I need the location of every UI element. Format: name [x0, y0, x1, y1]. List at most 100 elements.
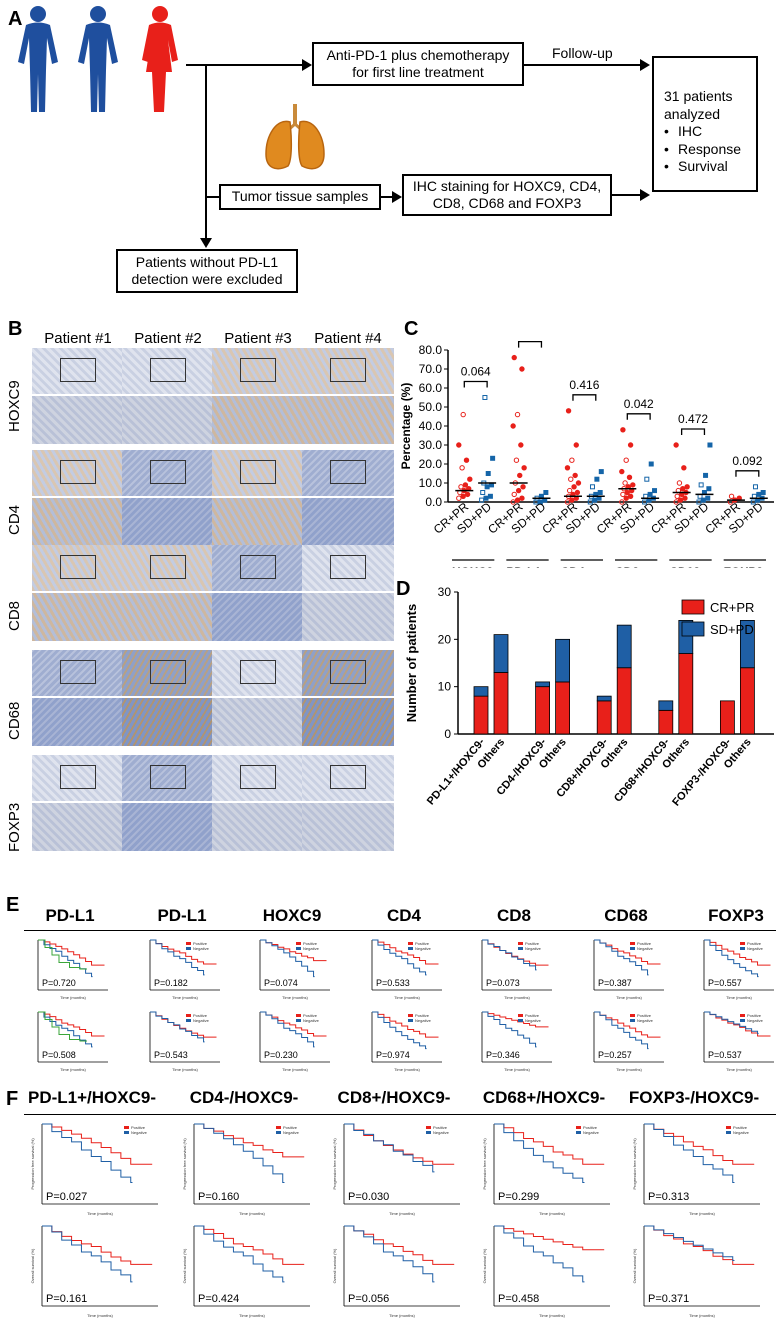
data-point	[519, 495, 525, 501]
km-plot-os: Time (months) P=0.508	[37, 1011, 108, 1072]
ihc-high-magnification-image	[212, 396, 304, 444]
zoom-region-box	[330, 358, 366, 382]
km-legend-label: Negative	[303, 1018, 320, 1023]
bar-cr-pr	[493, 672, 509, 735]
ihc-high-magnification-image	[302, 593, 394, 641]
data-point	[458, 484, 464, 490]
km-legend-swatch	[630, 942, 635, 945]
km-legend-label: Negative	[525, 946, 542, 951]
tissue-box: Tumor tissue samples	[219, 184, 381, 210]
data-point	[463, 457, 470, 463]
bar-cr-pr	[678, 653, 694, 735]
km-legend-label: Positive	[283, 1125, 298, 1130]
data-point	[648, 461, 654, 467]
p-value-label: P=0.458	[498, 1293, 539, 1305]
km-legend-swatch	[740, 1014, 745, 1017]
p-value-label: P=0.313	[648, 1191, 689, 1203]
km-legend-label: Positive	[525, 941, 540, 946]
significance-bracket	[517, 340, 543, 348]
p-value-label: P=0.371	[648, 1293, 689, 1305]
group-label: PD-L1	[506, 565, 541, 568]
km-x-label: Time (months)	[60, 1067, 86, 1072]
km-legend-swatch	[296, 1019, 301, 1022]
data-point	[594, 476, 600, 482]
significance-bracket	[572, 394, 597, 401]
ihc-low-magnification-image	[302, 348, 394, 394]
km-plot-os: Time (months) Overall survival (%) P=0.371	[632, 1225, 760, 1318]
km-survival-curve	[594, 1011, 649, 1050]
p-value-label: P=0.346	[486, 1050, 520, 1060]
ihc-low-magnification-image	[122, 348, 214, 394]
data-point	[698, 482, 704, 488]
km-survival-curve	[150, 1011, 205, 1043]
km-legend-label: Negative	[747, 1018, 764, 1023]
bar-sd-pd	[493, 634, 509, 673]
data-point	[652, 488, 658, 494]
km-legend-swatch	[408, 1014, 413, 1017]
km-legend-swatch	[408, 1019, 413, 1022]
km-survival-curve	[38, 939, 87, 970]
km-legend-swatch	[518, 947, 523, 950]
km-y-label: Progression free survival (%)	[182, 1138, 187, 1190]
p-value-label: P=0.257	[598, 1050, 632, 1060]
km-legend-label: Positive	[747, 1013, 762, 1018]
arrow-to-ihc	[392, 191, 402, 203]
km-survival-curve	[372, 939, 439, 965]
km-x-label: Time (months)	[726, 1067, 752, 1072]
km-survival-curve	[644, 1225, 735, 1262]
km-legend-swatch	[740, 942, 745, 945]
data-point	[680, 486, 686, 492]
zoom-region-box	[330, 555, 366, 579]
data-point	[644, 476, 650, 482]
zoom-region-box	[150, 460, 186, 484]
km-column-title: PD-L1	[45, 906, 95, 925]
km-legend-swatch	[296, 947, 301, 950]
bar-cr-pr	[535, 686, 551, 735]
p-value-label: P=0.161	[46, 1293, 87, 1305]
y-tick-label: 20	[438, 632, 452, 646]
row-label-cd68: CD68	[6, 701, 23, 740]
zoom-region-box	[330, 460, 366, 484]
km-survival-curve	[260, 1011, 315, 1048]
km-x-label: Time (months)	[616, 995, 642, 1000]
p-value-label: P=0.073	[486, 978, 520, 988]
data-point	[543, 490, 549, 495]
data-point	[513, 457, 520, 463]
km-legend-label: Negative	[637, 1018, 654, 1023]
bar-sd-pd	[555, 638, 571, 683]
analyzed-item: • Survival	[664, 158, 728, 174]
km-x-label: Time (months)	[504, 1067, 530, 1072]
data-point	[597, 490, 603, 495]
group-label: CD8	[615, 565, 639, 568]
km-survival-curve	[38, 1011, 105, 1037]
km-plot-os: Time (months) Overall survival (%) P=0.161	[30, 1225, 158, 1318]
km-survival-curve	[494, 1123, 605, 1165]
km-x-label: Time (months)	[689, 1313, 715, 1318]
data-point	[514, 497, 521, 503]
data-point	[459, 465, 465, 471]
column-patient-3: Patient #3	[224, 330, 292, 347]
flow-line-tissue	[205, 196, 219, 198]
p-value-label: 0.472	[678, 412, 708, 426]
km-x-label: Time (months)	[87, 1313, 113, 1318]
data-point	[485, 471, 491, 476]
y-tick-label: 40.0	[419, 419, 443, 433]
ihc-low-magnification-image	[302, 650, 394, 696]
km-legend-swatch	[630, 947, 635, 950]
y-tick-label: 70.0	[419, 362, 443, 376]
data-point	[626, 474, 633, 481]
significance-bracket	[680, 428, 706, 435]
data-point	[673, 499, 679, 505]
km-survival-curve	[194, 1225, 285, 1283]
bar-cr-pr	[616, 667, 632, 735]
km-x-label: Time (months)	[239, 1313, 265, 1318]
km-legend-label: Positive	[415, 1013, 430, 1018]
p-value-label: P=0.974	[376, 1050, 410, 1060]
followup-line	[524, 64, 642, 66]
km-legend-label: Negative	[193, 946, 210, 951]
p-value-label: P=0.074	[264, 978, 298, 988]
data-point	[630, 482, 636, 488]
